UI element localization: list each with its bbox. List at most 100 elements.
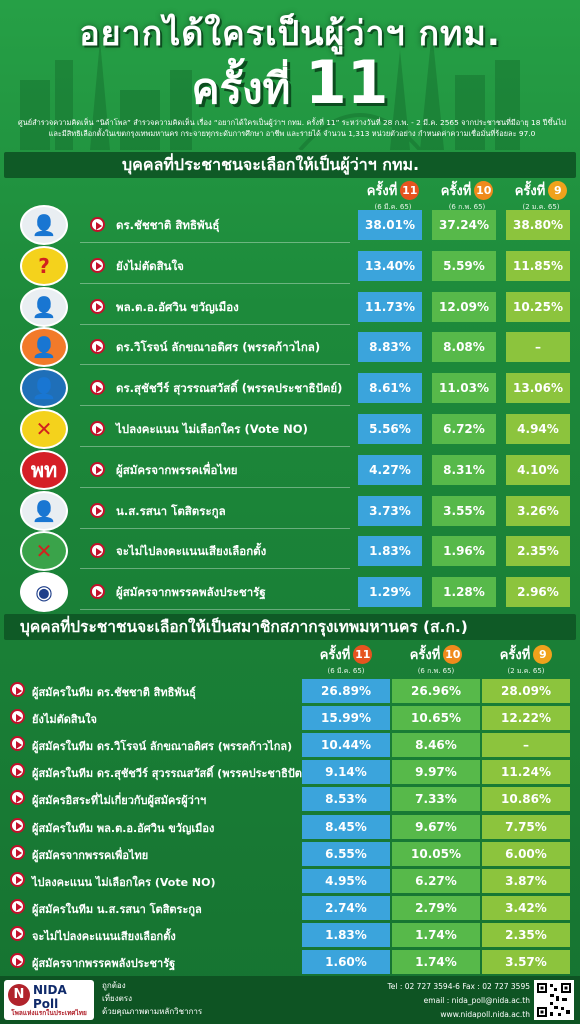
value-cell-round-10: 10.65%	[392, 706, 480, 731]
value-cell-round-10: 1.74%	[392, 950, 480, 974]
play-bullet-icon	[90, 217, 105, 232]
nida-emblem-icon: N	[8, 984, 30, 1006]
value-cell-round-10: 1.96%	[432, 536, 496, 567]
section-governor-title: บุคคลที่ประชาชนจะเลือกให้เป็นผู้ว่าฯ กทม…	[4, 152, 576, 178]
council-option-name: ไปลงคะแนน ไม่เลือกใคร (Vote NO)	[32, 875, 216, 889]
council-row: ผู้สมัครในทีม น.ส.รสนา โตสิตระกูล 2.74% 2.…	[0, 895, 580, 921]
column-header-date: (6 ก.พ. 65)	[448, 203, 486, 211]
column-header-label: ครั้งที่	[366, 184, 398, 199]
value-cell-round-9: 10.25%	[506, 291, 570, 322]
candidate-name: จะไม่ไปลงคะแนนเสียงเลือกตั้ง	[116, 544, 267, 559]
value-cell-round-10: 12.09%	[432, 291, 496, 322]
survey-description: ศูนย์สำรวจความคิดเห็น “นิด้าโพล” สำรวจคว…	[12, 117, 572, 139]
column-header-round-9: ครั้งที่ 9 (2 ม.ค. 65)	[506, 180, 576, 213]
value-cell-round-9: 2.35%	[506, 536, 570, 567]
value-cell-round-10: 2.79%	[392, 895, 480, 920]
column-header-label: ครั้งที่	[499, 648, 531, 663]
value-cell-round-9: 11.85%	[506, 250, 570, 281]
row-underline	[80, 527, 350, 529]
column-header-round-11: ครั้งที่ 11 (6 มี.ค. 65)	[358, 180, 428, 213]
play-bullet-icon	[10, 898, 25, 914]
play-bullet-icon	[10, 871, 25, 887]
person-wiroj-icon: 👤	[20, 327, 68, 368]
pheu-thai-logo-icon: พท	[20, 449, 68, 490]
governor-row: พท ผู้สมัครจากพรรคเพื่อไทย 4.27% 8.31% 4.10%	[0, 449, 580, 490]
value-cell-round-11: 13.40%	[358, 250, 422, 281]
governor-row: ✕ ไปลงคะแนน ไม่เลือกใคร (Vote NO) 5.56% 6.7…	[0, 409, 580, 449]
council-option-name: ยังไม่ตัดสินใจ	[32, 713, 97, 727]
value-cell-round-9: –	[506, 332, 570, 363]
column-header-round-10: ครั้งที่ 10 (6 ก.พ. 65)	[392, 644, 480, 677]
person-rosana-icon: 👤	[20, 490, 68, 531]
value-cell-round-11: 38.01%	[358, 210, 422, 240]
candidate-name: ดร.วิโรจน์ ลักขณาอดิศร (พรรคก้าวไกล)	[116, 340, 321, 355]
play-bullet-icon	[90, 257, 105, 273]
value-cell-round-9: 4.10%	[506, 454, 570, 485]
column-header-date: (6 มี.ค. 65)	[327, 667, 365, 675]
palang-pracharat-logo-icon: ◉	[20, 572, 68, 613]
candidate-name: ผู้สมัครจากพรรคเพื่อไทย	[116, 462, 238, 477]
value-cell-round-9: 2.35%	[482, 922, 570, 947]
round-label: ครั้งที่	[191, 64, 291, 113]
footer: N NIDA Poll โพลแห่งแรกในประเทศไทย ถูกต้อ…	[0, 976, 580, 1024]
ballot-cross-icon: ✕	[20, 531, 68, 572]
value-cell-round-9: 6.00%	[482, 841, 570, 866]
column-header-label: ครั้งที่	[409, 648, 441, 663]
contact-tel: Tel : 02 727 3594-6 Fax : 02 727 3595	[387, 982, 530, 991]
qr-code-icon[interactable]	[534, 980, 574, 1020]
value-cell-round-11: 8.45%	[302, 814, 390, 839]
value-cell-round-11: 1.29%	[358, 577, 422, 608]
play-bullet-icon	[10, 736, 25, 752]
council-row: ผู้สมัครในทีม ดร.ชัชชาติ สิทธิพันธุ์ 26.8…	[0, 678, 580, 704]
value-cell-round-11: 8.61%	[358, 373, 422, 404]
play-bullet-icon	[10, 790, 25, 806]
value-cell-round-9: 13.06%	[506, 373, 570, 404]
row-underline	[80, 364, 350, 366]
council-row: ผู้สมัครในทีม ดร.สุชัชวีร์ สุวรรณสวัสดิ์…	[0, 759, 580, 785]
play-bullet-icon	[90, 584, 105, 600]
section-council-title: บุคคลที่ประชาชนจะเลือกให้เป็นสมาชิกสภากร…	[4, 614, 576, 640]
row-underline	[80, 609, 350, 611]
column-header-round-9: ครั้งที่ 9 (2 ม.ค. 65)	[482, 644, 570, 677]
value-cell-round-9: 3.42%	[482, 895, 570, 920]
value-cell-round-10: 37.24%	[432, 210, 496, 240]
council-option-name: ผู้สมัครในทีม ดร.วิโรจน์ ลักขณาอดิศร (พร…	[32, 740, 293, 754]
row-underline	[80, 242, 350, 243]
value-cell-round-9: 7.75%	[482, 814, 570, 839]
main-title-round: ครั้งที่ 11	[0, 48, 580, 122]
contact-email: email : nida_poll@nida.ac.th	[423, 996, 530, 1005]
question-mark-icon: ?	[20, 245, 68, 286]
vote-no-icon: ✕	[20, 409, 68, 449]
round-number-badge: 9	[533, 645, 553, 664]
council-row: ยังไม่ตัดสินใจ 15.99% 10.65% 12.22%	[0, 705, 580, 731]
play-bullet-icon	[90, 461, 105, 477]
row-underline	[80, 568, 350, 570]
value-cell-round-11: 1.83%	[358, 536, 422, 567]
value-cell-round-9: 3.26%	[506, 495, 570, 526]
value-cell-round-11: 5.56%	[358, 414, 422, 444]
value-cell-round-10: 9.67%	[392, 814, 480, 839]
row-underline	[80, 282, 350, 284]
contact-web[interactable]: www.nidapoll.nida.ac.th	[440, 1010, 530, 1019]
value-cell-round-10: 1.28%	[432, 577, 496, 608]
tagline-3: ด้วยคุณภาพตามหลักวิชาการ	[102, 1007, 203, 1016]
governor-row: 👤 น.ส.รสนา โตสิตระกูล 3.73% 3.55% 3.26%	[0, 490, 580, 531]
value-cell-round-10: 8.46%	[392, 733, 480, 758]
value-cell-round-10: 8.31%	[432, 454, 496, 485]
council-option-name: ผู้สมัครจากพรรคเพื่อไทย	[32, 848, 149, 862]
value-cell-round-11: 26.89%	[302, 679, 390, 703]
round-number-badge: 11	[353, 645, 373, 664]
value-cell-round-9: 2.96%	[506, 577, 570, 608]
value-cell-round-11: 1.83%	[302, 922, 390, 947]
value-cell-round-11: 1.60%	[302, 950, 390, 974]
play-bullet-icon	[90, 380, 105, 396]
value-cell-round-11: 8.53%	[302, 787, 390, 812]
row-underline	[80, 446, 350, 447]
play-bullet-icon	[10, 709, 25, 725]
play-bullet-icon	[10, 953, 25, 968]
column-header-date: (6 มี.ค. 65)	[374, 203, 412, 211]
main-title: อยากได้ใครเป็นผู้ว่าฯ กทม.	[79, 14, 501, 54]
governor-row: ? ยังไม่ตัดสินใจ 13.40% 5.59% 11.85%	[0, 245, 580, 286]
value-cell-round-11: 11.73%	[358, 291, 422, 322]
council-option-name: ผู้สมัครจากพรรคพลังประชารัฐ	[32, 957, 176, 970]
